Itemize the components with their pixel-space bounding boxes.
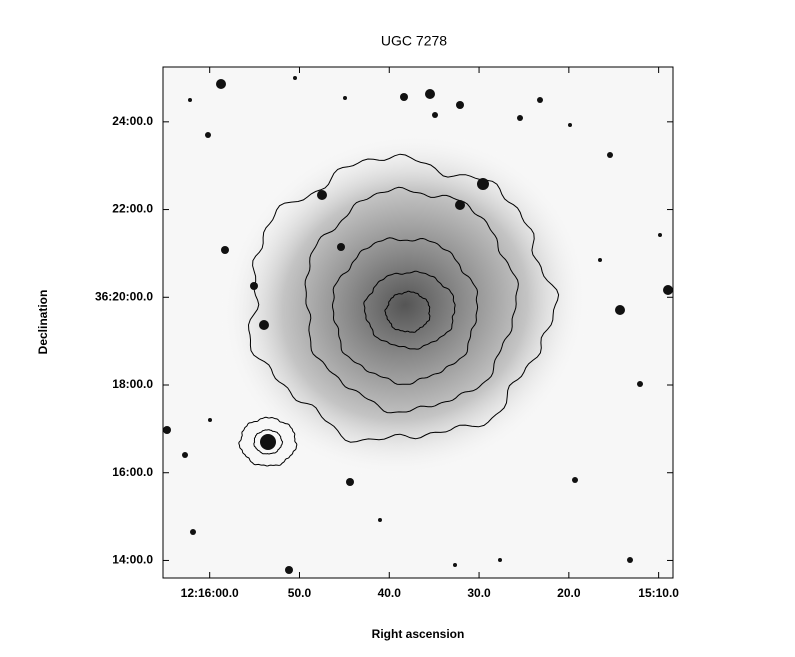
contour [331, 237, 479, 385]
plot-frame [162, 66, 674, 579]
star [285, 566, 293, 574]
y-tick-label: 16:00.0 [112, 465, 153, 479]
contour [253, 429, 284, 455]
x-tick-label: 50.0 [288, 586, 312, 600]
star [498, 558, 502, 562]
y-tick-label: 36:20:00.0 [95, 289, 153, 303]
star [259, 320, 269, 330]
star [208, 418, 212, 422]
star [188, 98, 192, 102]
contour [247, 153, 560, 443]
star [317, 190, 327, 200]
star [293, 76, 297, 80]
star [337, 243, 345, 251]
star [453, 563, 457, 567]
contour [363, 270, 456, 350]
x-tick-label: 12:16:00.0 [181, 586, 239, 600]
contour [304, 186, 519, 414]
x-tick-label: 15:10.0 [638, 586, 679, 600]
star [658, 233, 662, 237]
star [221, 246, 229, 254]
star [378, 518, 382, 522]
y-tick-label: 18:00.0 [112, 377, 153, 391]
star [572, 477, 578, 483]
star [400, 93, 408, 101]
y-tick-label: 14:00.0 [112, 553, 153, 567]
star [182, 452, 188, 458]
star [537, 97, 543, 103]
star [627, 557, 633, 563]
star [598, 258, 602, 262]
star [568, 123, 572, 127]
star [163, 426, 171, 434]
star [260, 434, 276, 450]
galaxy-image [163, 76, 673, 574]
x-tick-label: 20.0 [557, 586, 581, 600]
star [455, 200, 465, 210]
star [432, 112, 438, 118]
star [425, 89, 435, 99]
y-tick-label: 22:00.0 [112, 202, 153, 216]
star [250, 282, 258, 290]
star [190, 529, 196, 535]
star [517, 115, 523, 121]
contour [384, 290, 431, 333]
star [607, 152, 613, 158]
star [663, 285, 673, 295]
star [343, 96, 347, 100]
star [346, 478, 354, 486]
y-axis-label: Declination [36, 290, 50, 355]
contour [238, 416, 298, 467]
star [477, 178, 489, 190]
star [637, 381, 643, 387]
star [205, 132, 211, 138]
chart-title: UGC 7278 [381, 33, 447, 49]
star [216, 79, 226, 89]
star [615, 305, 625, 315]
y-tick-label: 24:00.0 [112, 114, 153, 128]
x-tick-label: 40.0 [378, 586, 402, 600]
x-tick-label: 30.0 [467, 586, 491, 600]
star [456, 101, 464, 109]
x-axis-label: Right ascension [372, 627, 465, 641]
